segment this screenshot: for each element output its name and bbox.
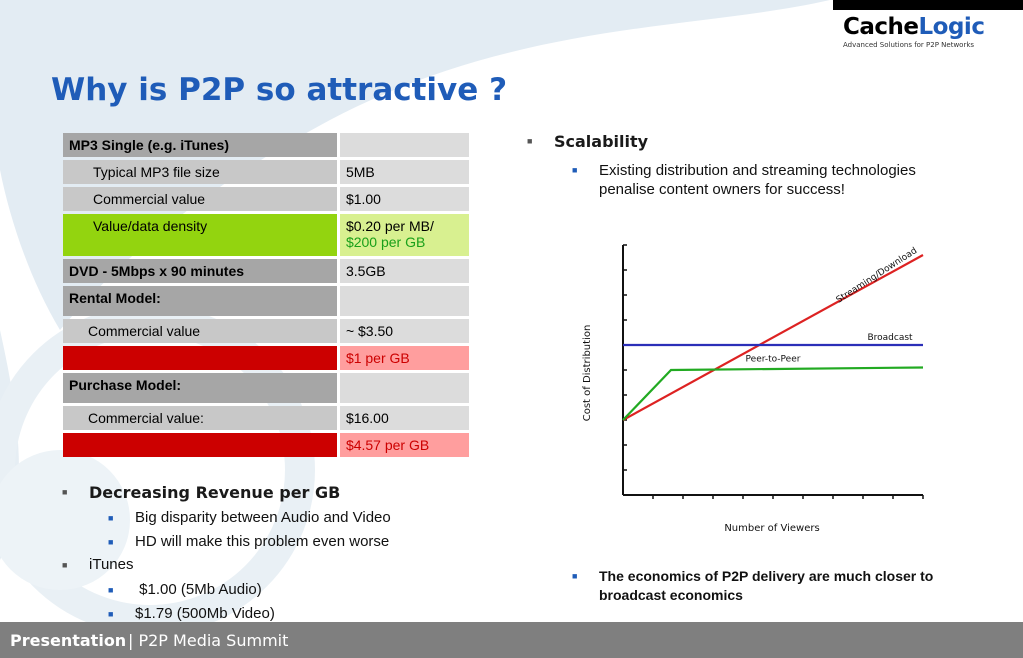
table-row: Commercial value $1.00 [63, 187, 469, 211]
top-black-bar [833, 0, 1023, 10]
table-cell-value [339, 286, 469, 316]
bullet-text: Existing distribution and streaming tech… [599, 162, 916, 198]
series-label-broadcast: Broadcast [867, 333, 913, 343]
table-cell-value: $16.00 [339, 406, 469, 430]
square-bullet-icon: ■ [108, 609, 114, 619]
logo-tagline: Advanced Solutions for P2P Networks [843, 41, 975, 49]
bullet-text: The economics of P2P delivery are much c… [599, 568, 934, 603]
series-label-p2p: Peer-to-Peer [746, 355, 801, 365]
bullet-video-price: ■ $1.79 (500Mb Video) [108, 605, 488, 622]
table-cell-label: DVD - 5Mbps x 90 minutes [63, 259, 337, 283]
cost-chart: Streaming/DownloadBroadcastPeer-to-Peer … [582, 244, 924, 534]
pricing-table: MP3 Single (e.g. iTunes) Typical MP3 fil… [60, 130, 472, 460]
table-cell-value: 3.5GB [339, 259, 469, 283]
value-density-mb: $0.20 per MB/ [345, 218, 434, 234]
table-cell-label: Value/data density [63, 433, 337, 457]
bullet-p2p-economics: ■ The economics of P2P delivery are much… [572, 567, 972, 605]
square-bullet-icon: ■ [572, 165, 578, 175]
bullet-text: $1.00 (5Mb Audio) [135, 581, 262, 598]
square-bullet-icon: ■ [108, 513, 114, 523]
table-cell-value [339, 133, 469, 157]
bullet-text: HD will make this problem even worse [135, 533, 390, 550]
series-line-streaming-download [622, 254, 924, 421]
square-bullet-icon: ■ [62, 487, 68, 497]
table-cell-value: $0.20 per MB/$200 per GB [339, 214, 469, 256]
square-bullet-icon: ■ [62, 560, 68, 570]
table-row: Commercial value: $16.00 [63, 406, 469, 430]
bullet-text: $1.79 (500Mb Video) [135, 605, 275, 622]
series-label-streaming: Streaming/Download [835, 246, 919, 306]
square-bullet-icon: ■ [108, 537, 114, 547]
page-title: Why is P2P so attractive ? [51, 72, 508, 108]
logo-wordmark: CacheLogic [843, 14, 985, 40]
table-cell-label: Typical MP3 file size [63, 160, 337, 184]
table-row: Value/data density $1 per GB [63, 346, 469, 370]
table-cell-label: Commercial value: [63, 406, 337, 430]
table-row: MP3 Single (e.g. iTunes) [63, 133, 469, 157]
x-axis-label: Number of Viewers [724, 523, 819, 534]
table-cell-label: Commercial value [63, 187, 337, 211]
bullet-itunes: ■ iTunes [62, 556, 442, 573]
table-cell-value: $1 per GB [339, 346, 469, 370]
table-row: Value/data density $4.57 per GB [63, 433, 469, 457]
bullet-text: Decreasing Revenue per GB [89, 483, 341, 502]
square-bullet-icon: ■ [108, 585, 114, 595]
chart-lines: Streaming/Download Broadcast Peer-to-Peer [622, 246, 924, 421]
logo-word-logic: Logic [918, 14, 985, 40]
table-cell-value [339, 373, 469, 403]
table-cell-value: ~ $3.50 [339, 319, 469, 343]
chart-axes [622, 244, 924, 499]
table-cell-label: Rental Model: [63, 286, 337, 316]
y-axis-label: Cost of Distribution [582, 325, 593, 422]
value-density-gb: $200 per GB [345, 234, 426, 250]
bullet-text: Big disparity between Audio and Video [135, 509, 391, 526]
bullet-text: iTunes [89, 556, 134, 573]
table-cell-label: Purchase Model: [63, 373, 337, 403]
table-row: Rental Model: [63, 286, 469, 316]
table-row: Commercial value ~ $3.50 [63, 319, 469, 343]
bullet-audio-price: ■ $1.00 (5Mb Audio) [108, 581, 488, 598]
bullet-text: Scalability [554, 132, 649, 151]
table-cell-label: Commercial value [63, 319, 337, 343]
bullet-disparity: ■ Big disparity between Audio and Video [108, 509, 488, 526]
bullet-scalability: ■ Scalability [527, 132, 927, 151]
cachelogic-logo: CacheLogic Advanced Solutions for P2P Ne… [843, 14, 985, 49]
series-line-peer-to-peer [622, 366, 924, 421]
table-row: Purchase Model: [63, 373, 469, 403]
table-cell-value: $1.00 [339, 187, 469, 211]
footer-event: | P2P Media Summit [128, 631, 289, 650]
bullet-decreasing-revenue: ■ Decreasing Revenue per GB [62, 483, 482, 502]
square-bullet-icon: ■ [527, 136, 533, 146]
footer-bar: Presentation | P2P Media Summit [0, 622, 1023, 658]
table-row: Typical MP3 file size 5MB [63, 160, 469, 184]
logo-word-cache: Cache [843, 14, 919, 40]
table-cell-label: Value/data density [63, 214, 337, 256]
bullet-existing-distribution: ■ Existing distribution and streaming te… [572, 161, 962, 199]
bullet-hd: ■ HD will make this problem even worse [108, 533, 488, 550]
table-cell-label: MP3 Single (e.g. iTunes) [63, 133, 337, 157]
table-cell-label: Value/data density [63, 346, 337, 370]
table-row: DVD - 5Mbps x 90 minutes 3.5GB [63, 259, 469, 283]
square-bullet-icon: ■ [572, 571, 578, 581]
table-cell-value: 5MB [339, 160, 469, 184]
table-row: Value/data density $0.20 per MB/$200 per… [63, 214, 469, 256]
table-cell-value: $4.57 per GB [339, 433, 469, 457]
footer-presentation: Presentation [10, 631, 127, 650]
